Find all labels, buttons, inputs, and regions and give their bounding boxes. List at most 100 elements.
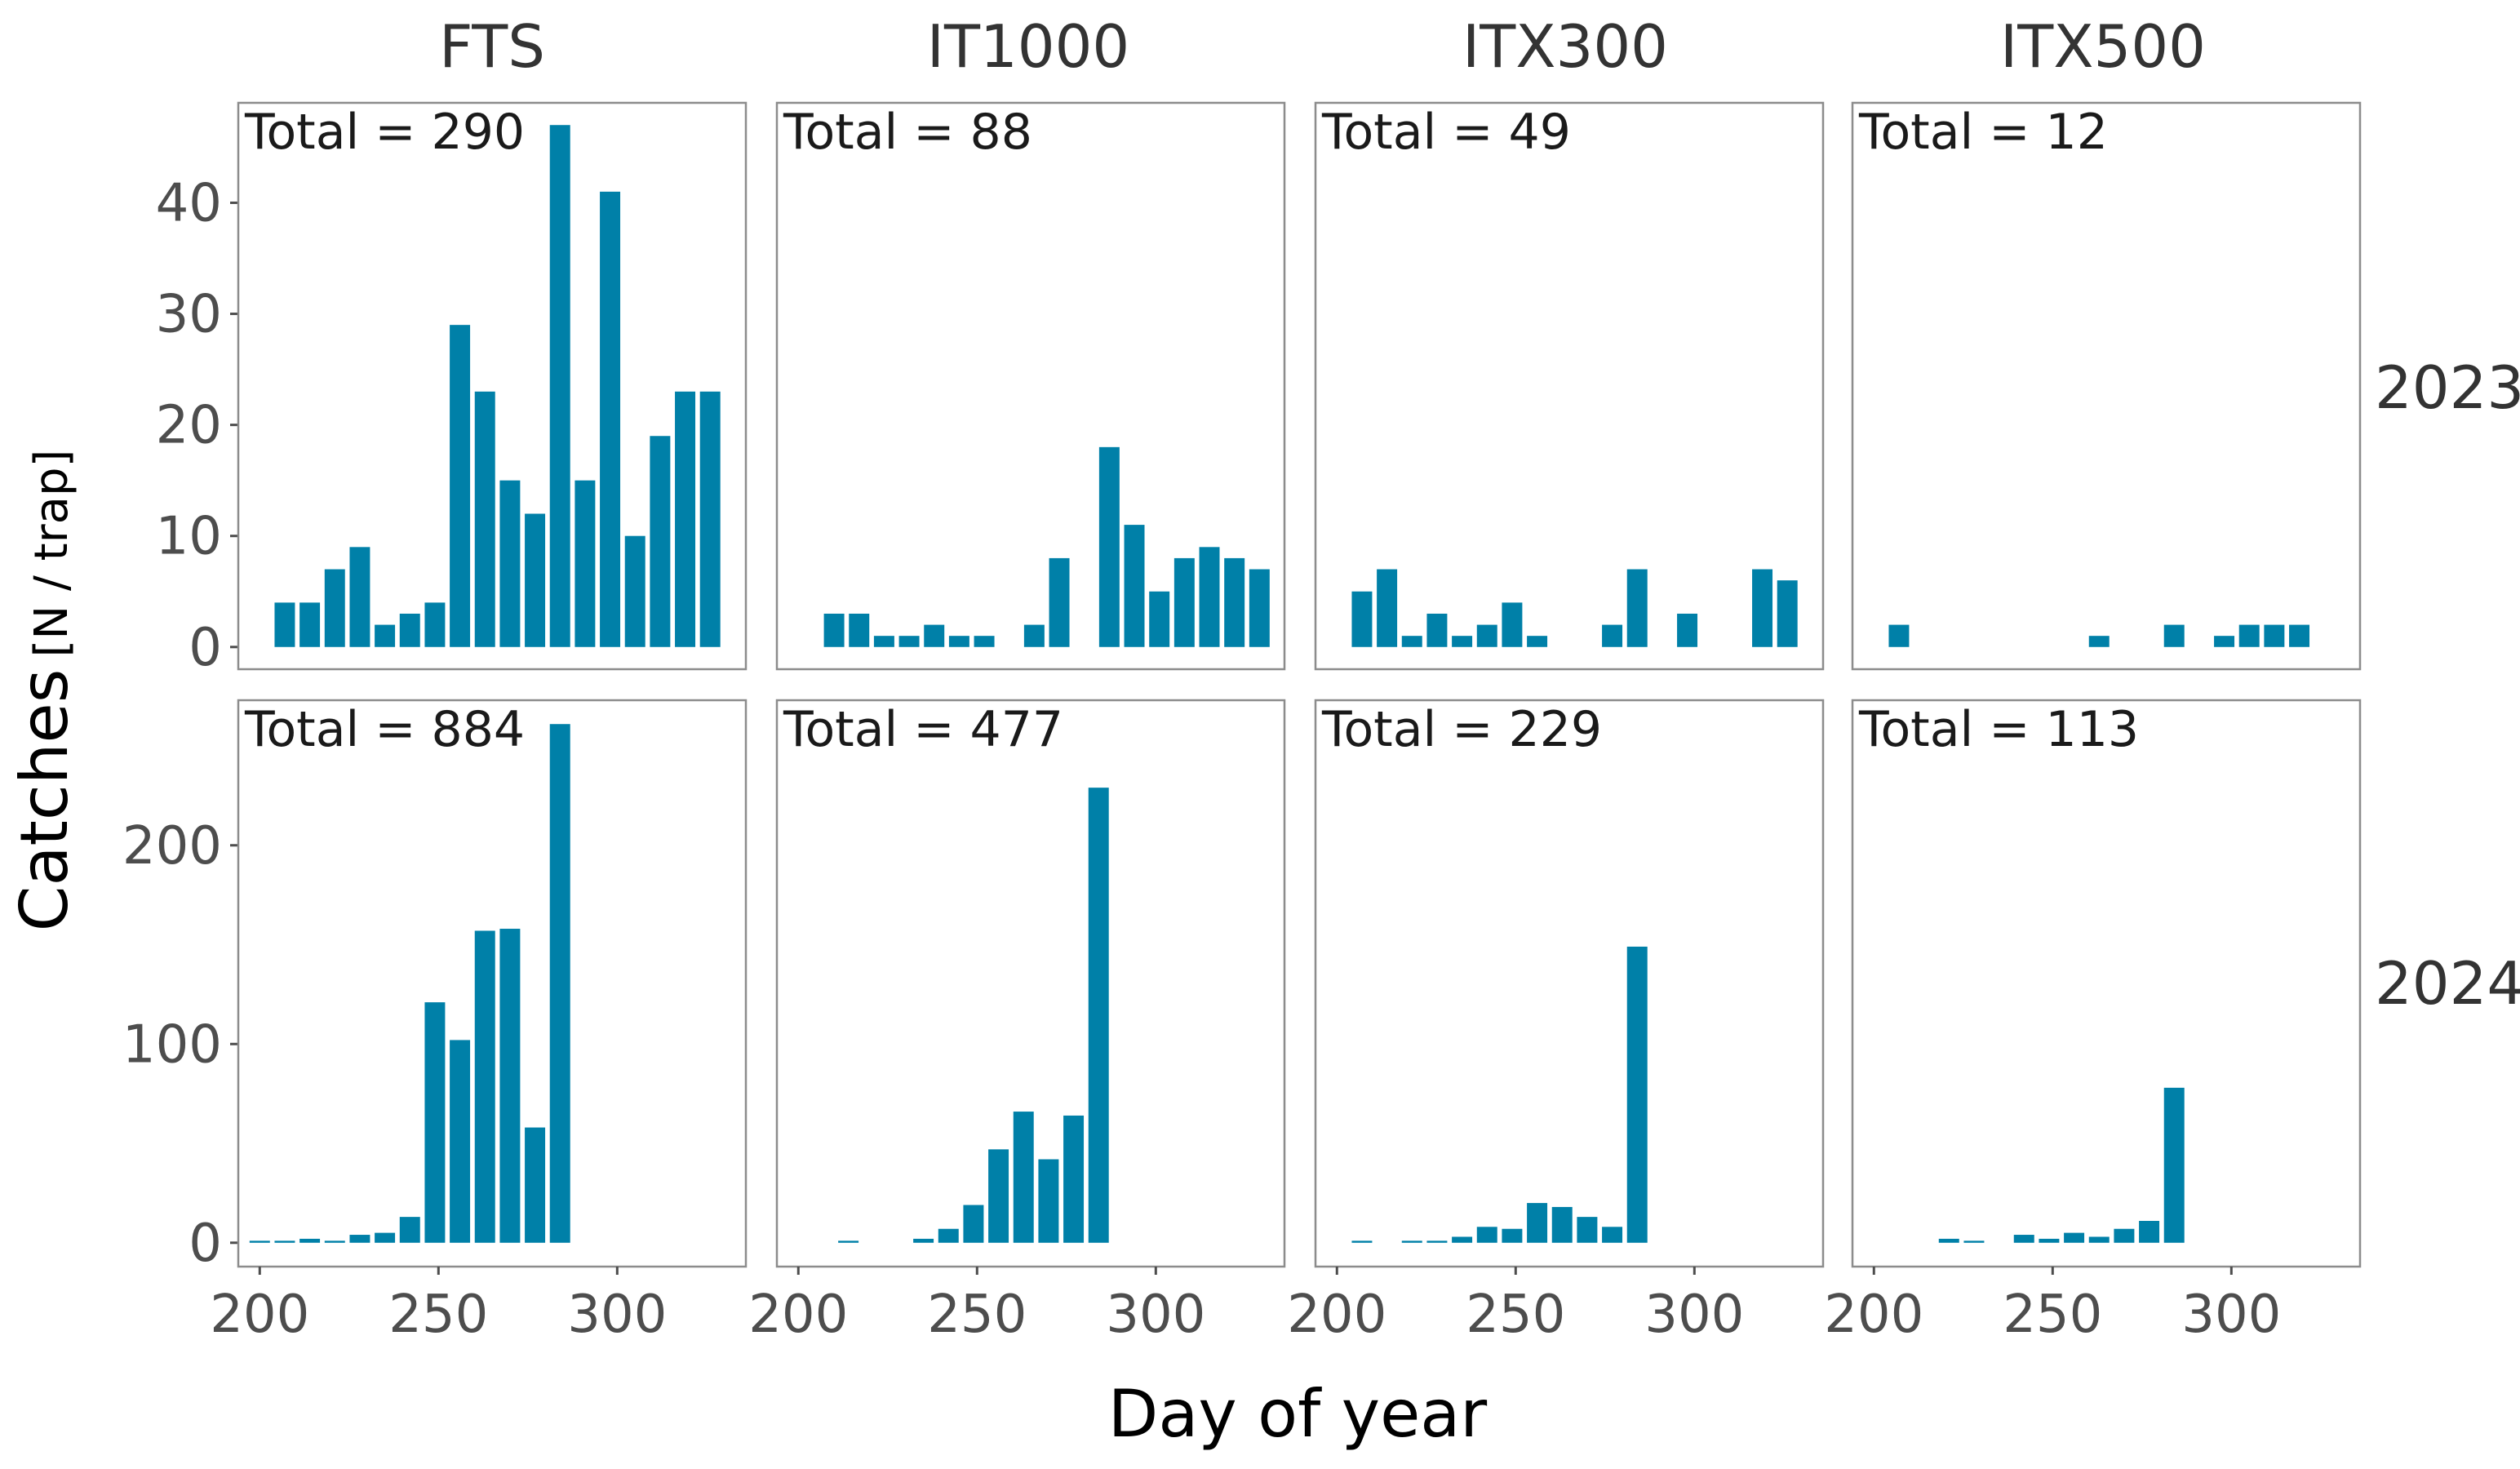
bar-fts-2023-day-256: [450, 325, 471, 647]
bar-itx300-2023-day-214: [1377, 569, 1398, 647]
bar-it1000-2023-day-224: [873, 636, 894, 647]
bar-itx300-2023-day-235: [1452, 636, 1473, 647]
column-strip-labels: FTS IT1000 ITX300 ITX500: [439, 12, 2206, 81]
bar-fts-2023-day-291: [575, 480, 596, 647]
total-label: Total = 12: [1858, 104, 2108, 161]
bar-itx300-2024-day-284: [1626, 946, 1648, 1243]
y-axis-2024: 0 100 200: [122, 816, 238, 1274]
bar-fts-2024-day-249: [424, 1002, 446, 1243]
bar-itx300-2023-day-277: [1602, 624, 1623, 647]
panel-itx500-2023: Total = 12: [1851, 101, 2362, 671]
bar-itx500-2024-day-249: [2039, 1238, 2060, 1243]
x-tick-label: 200: [1824, 1285, 1923, 1345]
bar-fts-2023-day-277: [525, 513, 546, 647]
bar-it1000-2024-day-256: [988, 1149, 1009, 1243]
bar-fts-2023-day-228: [349, 547, 370, 647]
bar-fts-2024-day-228: [349, 1235, 370, 1243]
bar-fts-2024-day-207: [274, 1240, 295, 1243]
y-tick-label: 100: [122, 1014, 222, 1075]
y-axis-title: Catches [N / trap]: [7, 450, 82, 932]
bar-fts-2023-day-312: [650, 436, 671, 647]
strip-label-itx500: ITX500: [2000, 12, 2206, 81]
x-tick-label: 250: [388, 1285, 488, 1345]
bar-it1000-2023-day-301: [1149, 591, 1170, 647]
total-label: Total = 884: [244, 701, 525, 758]
strip-label-2024: 2024: [2375, 949, 2520, 1018]
bar-fts-2024-day-200: [249, 1240, 270, 1243]
bar-it1000-2023-day-308: [1173, 557, 1195, 647]
bar-itx500-2024-day-242: [2013, 1235, 2034, 1243]
panel-it1000-2024: Total = 477 200 250 300: [748, 699, 1286, 1345]
bar-it1000-2024-day-249: [963, 1205, 984, 1243]
bar-itx500-2024-day-221: [1938, 1238, 1959, 1243]
strip-label-2023: 2023: [2375, 353, 2520, 422]
bar-itx300-2023-day-249: [1502, 602, 1523, 647]
y-axis-title-unit: [N / trap]: [25, 450, 78, 658]
bar-fts-2023-day-249: [424, 602, 446, 647]
bar-it1000-2023-day-252: [974, 636, 995, 647]
panel-border: [1314, 101, 1825, 671]
bar-itx500-2024-day-270: [2114, 1228, 2135, 1243]
bar-it1000-2023-day-245: [948, 636, 969, 647]
panel-itx300-2024: Total = 229 200 250 300: [1287, 699, 1825, 1345]
bar-itx300-2024-day-249: [1502, 1228, 1523, 1243]
total-label: Total = 113: [1858, 701, 2139, 758]
bar-it1000-2024-day-235: [913, 1238, 934, 1243]
bar-it1000-2023-day-231: [898, 636, 920, 647]
x-tick-label: 200: [1287, 1285, 1386, 1345]
y-axis-2023: 0 10 20 30 40: [156, 173, 238, 678]
panel-it1000-2023: Total = 88: [775, 101, 1286, 671]
x-tick-label: 300: [2181, 1285, 2281, 1345]
bar-fts-2024-day-256: [450, 1040, 471, 1243]
bar-itx500-2024-day-284: [2163, 1087, 2185, 1243]
x-tick-label: 200: [210, 1285, 309, 1345]
bar-fts-2024-day-284: [549, 724, 570, 1243]
bar-itx300-2024-day-277: [1602, 1227, 1623, 1243]
bar-it1000-2023-day-322: [1224, 557, 1245, 647]
bar-fts-2023-day-305: [624, 535, 646, 647]
bar-fts-2023-day-221: [324, 569, 345, 647]
bar-itx300-2024-day-256: [1527, 1203, 1548, 1243]
y-axis-title-main: Catches: [7, 669, 82, 932]
y-tick-label: 0: [189, 1214, 222, 1274]
bar-fts-2024-day-221: [324, 1240, 345, 1243]
bar-fts-2024-day-214: [299, 1238, 321, 1243]
y-tick-label: 10: [156, 507, 222, 567]
row-strip-labels: 2023 2024: [2375, 353, 2520, 1018]
total-label: Total = 49: [1321, 104, 1571, 161]
bar-itx300-2024-day-228: [1426, 1240, 1448, 1243]
panel-fts-2023: Total = 290: [237, 101, 748, 671]
bar-itx500-2024-day-256: [2064, 1232, 2085, 1243]
total-label: Total = 477: [783, 701, 1063, 758]
bar-it1000-2023-day-238: [924, 624, 945, 647]
bar-fts-2023-day-235: [375, 624, 396, 647]
bar-fts-2023-day-319: [675, 391, 696, 647]
bar-itx300-2024-day-263: [1551, 1206, 1573, 1243]
y-tick-label: 40: [156, 173, 222, 233]
bar-fts-2024-day-242: [399, 1217, 420, 1243]
bar-itx500-2023-day-207: [1888, 624, 1910, 647]
x-tick-label: 200: [748, 1285, 848, 1345]
bar-itx300-2024-day-235: [1452, 1236, 1473, 1243]
panel-itx300-2023: Total = 49: [1314, 101, 1825, 671]
bar-itx500-2023-day-305: [2238, 624, 2260, 647]
y-tick-label: 0: [189, 618, 222, 678]
x-tick-label: 250: [927, 1285, 1027, 1345]
bar-it1000-2024-day-277: [1063, 1115, 1085, 1243]
bar-fts-2023-day-298: [600, 191, 621, 647]
panel-border: [1314, 699, 1825, 1268]
bar-fts-2023-day-263: [474, 391, 495, 647]
bar-itx300-2023-day-207: [1351, 591, 1373, 647]
bar-it1000-2023-day-273: [1049, 557, 1070, 647]
bar-fts-2023-day-326: [699, 391, 721, 647]
bar-itx300-2023-day-221: [1401, 636, 1422, 647]
y-tick-label: 20: [156, 396, 222, 456]
bar-itx300-2024-day-242: [1476, 1227, 1497, 1243]
bar-itx300-2023-day-326: [1777, 580, 1798, 647]
x-tick-label: 300: [567, 1285, 667, 1345]
bar-it1000-2023-day-217: [849, 613, 870, 647]
bar-itx300-2023-day-319: [1752, 569, 1773, 647]
x-tick-label: 250: [1466, 1285, 1565, 1345]
bar-itx300-2023-day-284: [1626, 569, 1648, 647]
